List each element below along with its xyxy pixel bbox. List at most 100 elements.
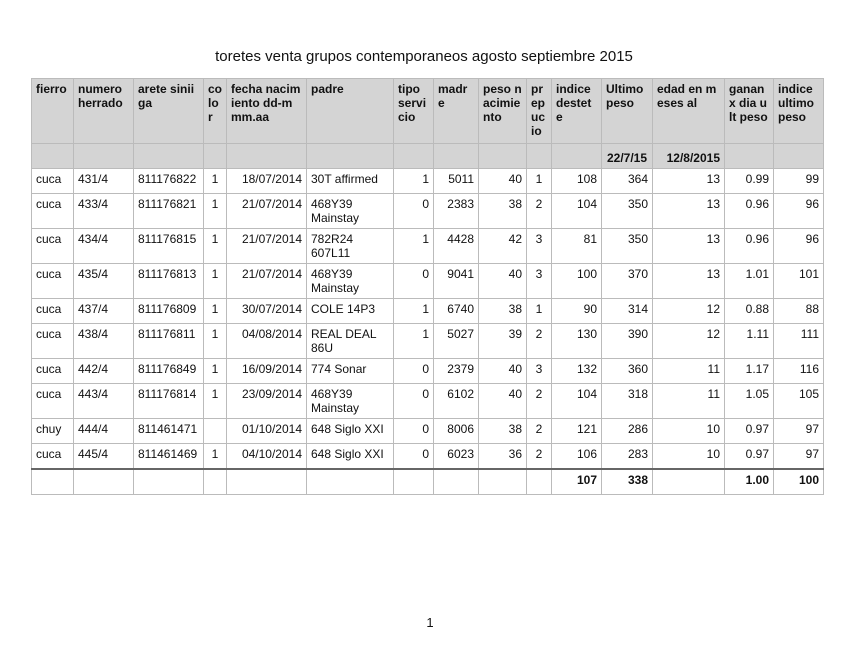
cell: 16/09/2014 (226, 358, 307, 384)
total-cell (393, 468, 434, 495)
cell: 468Y39 Mainstay (306, 193, 394, 229)
cell: 42 (478, 228, 527, 264)
total-cell: 1.00 (724, 468, 774, 495)
data-row: cuca 437/4 811176809 1 30/07/2014 COLE 14P3 1 6… (31, 298, 824, 324)
header-cell: tipo servicio (393, 78, 434, 144)
data-row: cuca 435/4 811176813 1 21/07/2014 468Y39 Main… (31, 263, 824, 299)
cell: 8006 (433, 418, 479, 444)
subheader-cell (31, 143, 74, 169)
cell: 0.97 (724, 418, 774, 444)
cell: 1 (393, 228, 434, 264)
total-cell (133, 468, 204, 495)
cell: 370 (601, 263, 653, 299)
cell: 96 (773, 193, 824, 229)
subheader-cell (306, 143, 394, 169)
cell: 0.99 (724, 168, 774, 194)
cell: cuca (31, 228, 74, 264)
table-body: fierro numero herrado arete siniiga color fe… (31, 78, 824, 495)
cell: 1 (203, 263, 227, 299)
cell: 12 (652, 298, 725, 324)
cell: 9041 (433, 263, 479, 299)
cell: 468Y39 Mainstay (306, 383, 394, 419)
cell: 6740 (433, 298, 479, 324)
cell: 442/4 (73, 358, 134, 384)
cell: 1.01 (724, 263, 774, 299)
cell: 121 (551, 418, 602, 444)
total-cell (526, 468, 552, 495)
cell: 811176849 (133, 358, 204, 384)
cell: 36 (478, 443, 527, 470)
cell: 1.05 (724, 383, 774, 419)
cell: 5027 (433, 323, 479, 359)
subheader-cell (203, 143, 227, 169)
cell: 88 (773, 298, 824, 324)
total-cell (203, 468, 227, 495)
cell: 350 (601, 193, 653, 229)
cell: 38 (478, 298, 527, 324)
data-table: fierro numero herrado arete siniiga color fe… (31, 78, 824, 495)
header-cell: indice destete (551, 78, 602, 144)
cell: 105 (773, 383, 824, 419)
cell: 100 (551, 263, 602, 299)
cell: cuca (31, 383, 74, 419)
cell: 811176813 (133, 263, 204, 299)
cell: 1.17 (724, 358, 774, 384)
cell: cuca (31, 298, 74, 324)
subheader-cell (433, 143, 479, 169)
cell: 782R24 607L11 (306, 228, 394, 264)
header-cell: padre (306, 78, 394, 144)
cell: 314 (601, 298, 653, 324)
cell: 0 (393, 193, 434, 229)
cell: 81 (551, 228, 602, 264)
cell: 5011 (433, 168, 479, 194)
cell: 2 (526, 323, 552, 359)
cell: 101 (773, 263, 824, 299)
cell: 13 (652, 228, 725, 264)
total-cell (433, 468, 479, 495)
cell: 2379 (433, 358, 479, 384)
cell: 3 (526, 228, 552, 264)
cell: 1 (526, 298, 552, 324)
title: toretes venta grupos contemporaneos agos… (215, 48, 633, 65)
data-row: cuca 438/4 811176811 1 04/08/2014 REAL DEAL 8… (31, 323, 824, 359)
header-cell: indice ultimo peso (773, 78, 824, 144)
cell: 811461469 (133, 443, 204, 470)
cell: 1 (203, 383, 227, 419)
cell: 116 (773, 358, 824, 384)
total-cell: 338 (601, 468, 653, 495)
cell: 1 (393, 323, 434, 359)
cell: 2 (526, 383, 552, 419)
cell: 130 (551, 323, 602, 359)
cell: cuca (31, 193, 74, 229)
cell: 1 (393, 168, 434, 194)
subheader-cell (226, 143, 307, 169)
cell: 111 (773, 323, 824, 359)
cell: 431/4 (73, 168, 134, 194)
cell: 1 (203, 193, 227, 229)
cell: 01/10/2014 (226, 418, 307, 444)
cell: cuca (31, 263, 74, 299)
cell: 435/4 (73, 263, 134, 299)
total-cell (478, 468, 527, 495)
cell: 648 Siglo XXI (306, 418, 394, 444)
cell: REAL DEAL 86U (306, 323, 394, 359)
cell: 445/4 (73, 443, 134, 470)
cell: 97 (773, 418, 824, 444)
cell: 390 (601, 323, 653, 359)
cell: 38 (478, 418, 527, 444)
cell: 11 (652, 383, 725, 419)
cell: 283 (601, 443, 653, 470)
subheader-cell (393, 143, 434, 169)
cell: 0 (393, 263, 434, 299)
cell: 468Y39 Mainstay (306, 263, 394, 299)
cell: 1 (203, 298, 227, 324)
cell: 443/4 (73, 383, 134, 419)
header-cell: Ultimo peso (601, 78, 653, 144)
cell: cuca (31, 443, 74, 470)
cell: 132 (551, 358, 602, 384)
header-cell: fecha nacimiento dd-mmm.aa (226, 78, 307, 144)
subheader-cell (551, 143, 602, 169)
cell: cuca (31, 168, 74, 194)
cell: 0.96 (724, 193, 774, 229)
cell: 30T affirmed (306, 168, 394, 194)
